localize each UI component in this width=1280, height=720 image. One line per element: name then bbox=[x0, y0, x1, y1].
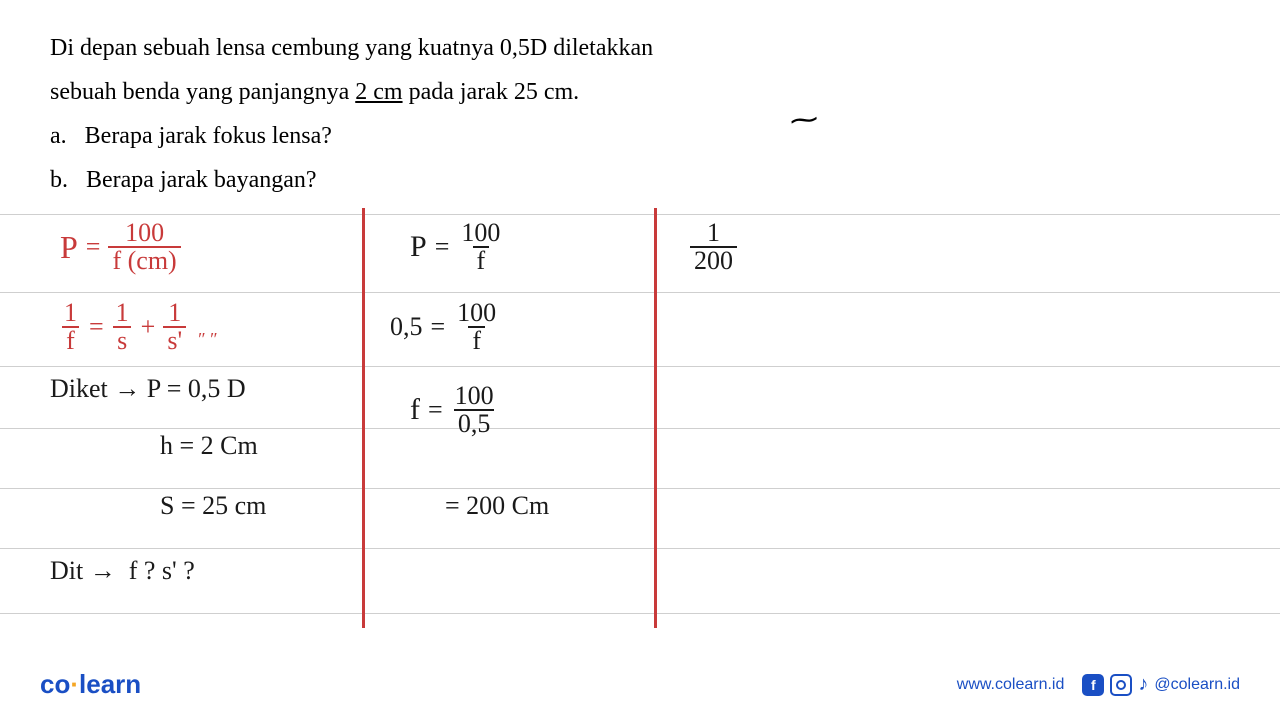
work-area: P= 100f (cm) 1f = 1s + 1s' ″ ″ Diket → P… bbox=[50, 208, 1230, 648]
calc-step-1: P= 100f bbox=[410, 220, 504, 274]
instagram-icon bbox=[1110, 674, 1132, 696]
notebook-line bbox=[0, 366, 1280, 367]
footer-url: www.colearn.id bbox=[957, 676, 1065, 694]
divider-2 bbox=[654, 208, 657, 628]
problem-line-2: sebuah benda yang panjangnya 2 cm pada j… bbox=[50, 74, 1230, 110]
notebook-line bbox=[0, 488, 1280, 489]
calc-step-3: f= 1000,5 bbox=[410, 383, 498, 437]
notebook-line bbox=[0, 613, 1280, 614]
dit-text: f ? s' ? bbox=[129, 556, 195, 585]
diket-p: P = 0,5 D bbox=[147, 374, 246, 403]
item-a-text: Berapa jarak fokus lensa? bbox=[85, 123, 332, 149]
logo: co·learn bbox=[40, 669, 141, 700]
logo-dot: · bbox=[70, 669, 79, 699]
notebook-line bbox=[0, 548, 1280, 549]
notebook-line bbox=[0, 292, 1280, 293]
item-b-prefix: b. bbox=[50, 167, 68, 193]
dit-row: Dit → f ? s' ? bbox=[50, 558, 195, 584]
logo-learn: learn bbox=[79, 669, 141, 699]
tick-marks: ″ ″ bbox=[198, 330, 218, 348]
social-icons: f ♪ @colearn.id bbox=[1082, 673, 1240, 696]
formula-power: P= 100f (cm) bbox=[60, 220, 181, 274]
stray-mark: ⁓ bbox=[789, 102, 820, 138]
item-a-prefix: a. bbox=[50, 123, 67, 149]
notebook-line bbox=[0, 428, 1280, 429]
tiktok-icon: ♪ bbox=[1138, 673, 1148, 696]
calc-step-4: = 200 Cm bbox=[445, 493, 549, 519]
problem-item-a: a. Berapa jarak fokus lensa? bbox=[50, 118, 1230, 154]
calc-step-2: 0,5= 100f bbox=[390, 300, 500, 354]
den: f (cm) bbox=[108, 246, 180, 274]
facebook-icon: f bbox=[1082, 674, 1104, 696]
formula-lens: 1f = 1s + 1s' ″ ″ bbox=[60, 300, 218, 354]
problem-item-b: b. Berapa jarak bayangan? bbox=[50, 162, 1230, 198]
diket-label: Diket → P = 0,5 D bbox=[50, 376, 246, 402]
problem-line-2a: sebuah benda yang panjangnya bbox=[50, 79, 355, 105]
problem-underlined: 2 cm bbox=[355, 79, 402, 105]
footer: co·learn www.colearn.id f ♪ @colearn.id bbox=[0, 669, 1280, 700]
footer-handle: @colearn.id bbox=[1154, 676, 1240, 694]
problem-line-1: Di depan sebuah lensa cembung yang kuatn… bbox=[50, 30, 1230, 66]
frac-1-200: 1200 bbox=[690, 220, 737, 274]
notebook-line bbox=[0, 214, 1280, 215]
logo-co: co bbox=[40, 669, 70, 699]
item-b-text: Berapa jarak bayangan? bbox=[86, 167, 317, 193]
num: 100 bbox=[121, 220, 168, 246]
divider-1 bbox=[362, 208, 365, 628]
diket-h: h = 2 Cm bbox=[160, 433, 258, 459]
problem-line-2b: pada jarak 25 cm. bbox=[403, 79, 580, 105]
footer-right: www.colearn.id f ♪ @colearn.id bbox=[957, 673, 1240, 696]
diket-s: S = 25 cm bbox=[160, 493, 266, 519]
